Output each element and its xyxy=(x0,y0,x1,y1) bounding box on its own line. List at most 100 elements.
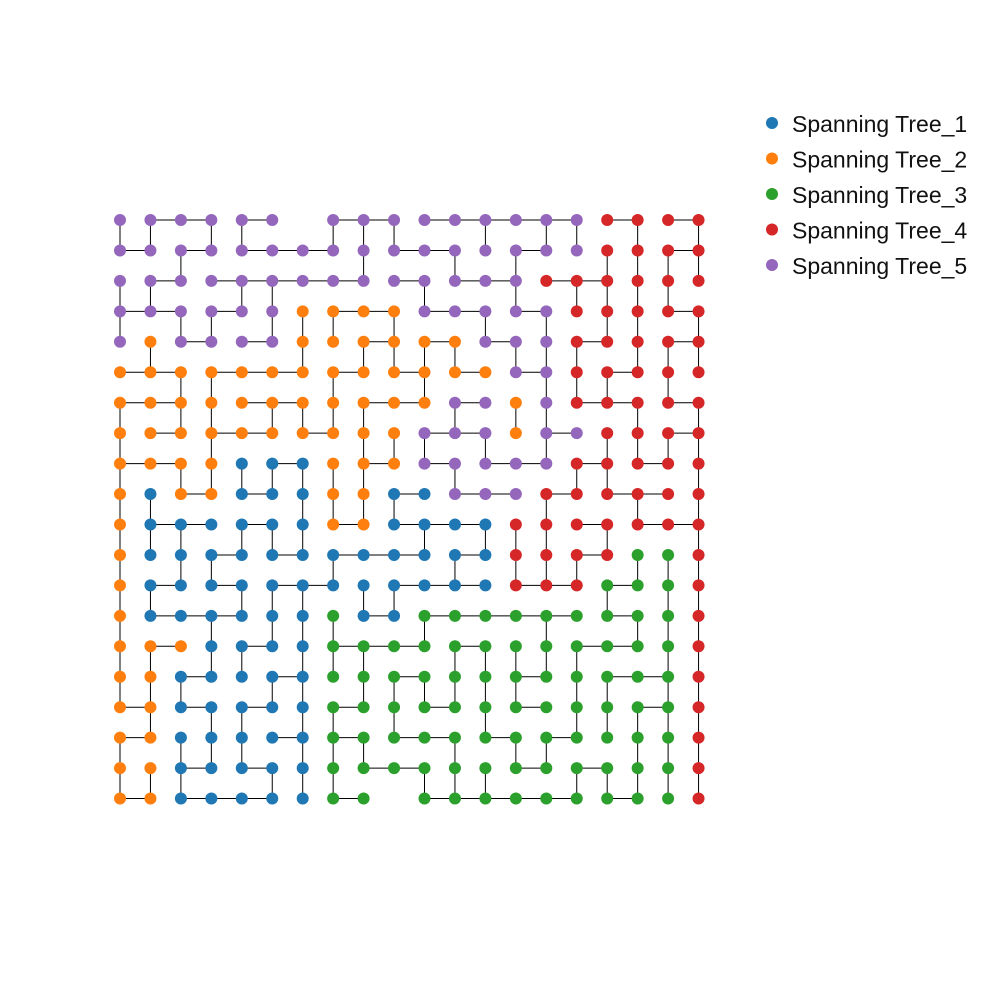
tree-node xyxy=(509,396,522,409)
tree-node xyxy=(327,396,340,409)
tree-node xyxy=(235,670,248,683)
tree-node xyxy=(479,548,492,561)
tree-node xyxy=(174,792,187,805)
tree-node xyxy=(266,488,279,501)
tree-node xyxy=(174,396,187,409)
tree-node xyxy=(692,274,705,287)
tree-node xyxy=(327,792,340,805)
tree-node xyxy=(205,305,218,318)
tree-node xyxy=(235,214,248,226)
tree-node xyxy=(296,731,309,744)
tree-node xyxy=(174,274,187,287)
tree-node xyxy=(114,214,126,226)
tree-node xyxy=(692,305,705,318)
tree-node xyxy=(388,427,401,440)
tree-node xyxy=(509,427,522,440)
tree-node xyxy=(692,244,705,257)
tree-node xyxy=(418,640,431,653)
tree-node xyxy=(631,488,644,501)
tree-node xyxy=(296,762,309,775)
tree-node xyxy=(692,518,705,531)
tree-node xyxy=(174,548,187,561)
tree-node xyxy=(662,518,675,531)
tree-node xyxy=(296,701,309,714)
tree-node xyxy=(296,579,309,592)
tree-node xyxy=(540,609,553,622)
tree-node xyxy=(357,335,370,348)
tree-node xyxy=(540,640,553,653)
tree-node xyxy=(540,274,553,287)
tree-node xyxy=(570,731,583,744)
legend-marker xyxy=(766,117,778,129)
tree-node xyxy=(205,214,218,226)
tree-node xyxy=(418,609,431,622)
tree-node xyxy=(144,670,157,683)
tree-node xyxy=(662,670,675,683)
tree-node xyxy=(692,427,705,440)
tree-node xyxy=(174,335,187,348)
tree-node xyxy=(570,792,583,805)
tree-node xyxy=(631,518,644,531)
tree-node xyxy=(114,244,126,257)
tree-node xyxy=(235,579,248,592)
tree-node xyxy=(631,792,644,805)
tree-node xyxy=(144,214,157,226)
tree-node xyxy=(601,762,614,775)
tree-node xyxy=(144,548,157,561)
tree-node xyxy=(570,457,583,470)
tree-node xyxy=(570,244,583,257)
tree-node xyxy=(509,335,522,348)
tree-node xyxy=(235,518,248,531)
tree-node xyxy=(266,366,279,379)
tree-node xyxy=(692,366,705,379)
tree-node xyxy=(174,701,187,714)
tree-node xyxy=(540,335,553,348)
tree-node xyxy=(357,609,370,622)
tree-node xyxy=(601,518,614,531)
tree-node xyxy=(144,366,157,379)
tree-node xyxy=(479,488,492,501)
tree-node xyxy=(235,488,248,501)
tree-node xyxy=(266,548,279,561)
tree-node xyxy=(662,731,675,744)
tree-node xyxy=(601,305,614,318)
tree-node xyxy=(174,731,187,744)
tree-node xyxy=(692,792,705,805)
tree-node xyxy=(235,762,248,775)
tree-node xyxy=(174,305,187,318)
legend-label: Spanning Tree_1 xyxy=(792,111,967,137)
tree-node xyxy=(570,609,583,622)
tree-node xyxy=(448,792,461,805)
tree-node xyxy=(174,762,187,775)
tree-node xyxy=(509,701,522,714)
tree-node xyxy=(662,396,675,409)
tree-node xyxy=(570,518,583,531)
tree-node xyxy=(540,762,553,775)
tree-node xyxy=(205,548,218,561)
tree-node xyxy=(662,274,675,287)
tree-node xyxy=(509,762,522,775)
tree-node xyxy=(662,579,675,592)
tree-node xyxy=(205,274,218,287)
tree-node xyxy=(540,457,553,470)
tree-node xyxy=(296,305,309,318)
tree-node xyxy=(601,457,614,470)
tree-node xyxy=(692,609,705,622)
tree-node xyxy=(144,579,157,592)
tree-node xyxy=(327,670,340,683)
legend-marker xyxy=(766,259,778,271)
tree-node xyxy=(357,548,370,561)
tree-node xyxy=(174,427,187,440)
tree-node xyxy=(601,701,614,714)
tree-node xyxy=(357,305,370,318)
tree-node xyxy=(114,640,126,653)
tree-node xyxy=(114,335,126,348)
tree-node xyxy=(601,640,614,653)
tree-node xyxy=(144,762,157,775)
tree-node xyxy=(327,548,340,561)
tree-node xyxy=(601,335,614,348)
tree-node xyxy=(540,518,553,531)
tree-node xyxy=(266,427,279,440)
tree-node xyxy=(418,366,431,379)
tree-node xyxy=(388,609,401,622)
